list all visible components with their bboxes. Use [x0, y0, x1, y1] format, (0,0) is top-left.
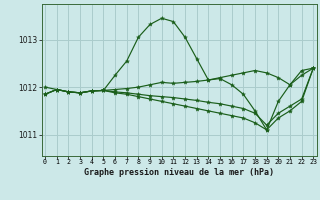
X-axis label: Graphe pression niveau de la mer (hPa): Graphe pression niveau de la mer (hPa)	[84, 168, 274, 177]
